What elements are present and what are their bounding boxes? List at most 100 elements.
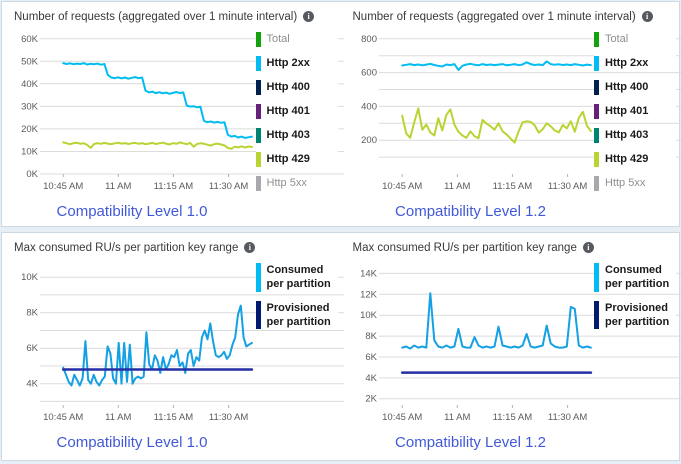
svg-text:20K: 20K	[21, 124, 39, 135]
chart-title-row: Max consumed RU/s per partition key rang…	[8, 238, 341, 257]
svg-text:50K: 50K	[21, 56, 39, 67]
legend-swatch	[256, 80, 261, 95]
legend-swatch	[256, 104, 261, 119]
legend-label: Consumed per partition	[605, 263, 676, 292]
legend-swatch	[594, 128, 599, 143]
svg-text:11:15 AM: 11:15 AM	[492, 181, 532, 192]
svg-text:400: 400	[361, 101, 377, 112]
svg-text:4K: 4K	[26, 379, 38, 390]
svg-text:10:45 AM: 10:45 AM	[382, 181, 422, 192]
svg-text:10K: 10K	[21, 272, 39, 283]
legend-swatch	[256, 301, 261, 330]
svg-text:11 AM: 11 AM	[444, 412, 470, 423]
legend-item-http-2xx[interactable]: Http 2xx	[256, 55, 338, 72]
svg-text:14K: 14K	[360, 268, 378, 279]
legend-item-http-429[interactable]: Http 429	[594, 151, 676, 168]
svg-text:4K: 4K	[365, 373, 377, 384]
legend-swatch	[594, 56, 599, 71]
info-icon[interactable]: i	[244, 242, 255, 253]
svg-text:600: 600	[361, 68, 377, 79]
legend-label: Http 400	[605, 80, 648, 95]
legend-item-provisioned-per-partition[interactable]: Provisioned per partition	[594, 300, 676, 331]
legend-label: Http 400	[267, 80, 310, 95]
svg-text:8K: 8K	[365, 331, 377, 342]
info-icon[interactable]: i	[583, 242, 594, 253]
legend-item-http-5xx[interactable]: Http 5xx	[594, 175, 676, 192]
legend-item-http-401[interactable]: Http 401	[256, 103, 338, 120]
legend-swatch	[594, 152, 599, 167]
legend-label: Http 429	[267, 152, 310, 167]
info-icon[interactable]: i	[303, 11, 314, 22]
legend: Consumed per partition Provisioned per pa…	[594, 262, 676, 330]
legend-item-consumed-per-partition[interactable]: Consumed per partition	[256, 262, 338, 293]
legend-label: Total	[605, 32, 628, 47]
legend-label: Consumed per partition	[267, 263, 338, 292]
chart-ru-level-1-2: Max consumed RU/s per partition key rang…	[341, 233, 680, 460]
svg-text:6K: 6K	[365, 352, 377, 363]
legend-item-http-429[interactable]: Http 429	[256, 151, 338, 168]
legend-item-http-401[interactable]: Http 401	[594, 103, 676, 120]
svg-text:11 AM: 11 AM	[444, 181, 470, 192]
legend-item-http-400[interactable]: Http 400	[256, 79, 338, 96]
svg-text:10K: 10K	[21, 147, 39, 158]
legend-label: Http 2xx	[605, 56, 648, 71]
legend-item-total[interactable]: Total	[594, 31, 676, 48]
svg-text:10:45 AM: 10:45 AM	[43, 412, 83, 423]
legend-swatch	[594, 104, 599, 119]
legend-label: Http 5xx	[267, 176, 307, 191]
svg-text:11:30 AM: 11:30 AM	[547, 181, 587, 192]
legend-swatch	[256, 263, 261, 292]
legend-item-total[interactable]: Total	[256, 31, 338, 48]
legend-item-provisioned-per-partition[interactable]: Provisioned per partition	[256, 300, 338, 331]
legend-swatch	[256, 56, 261, 71]
chart-caption: Compatibility Level 1.0	[8, 434, 256, 451]
svg-text:60K: 60K	[21, 34, 39, 45]
svg-text:0K: 0K	[26, 169, 38, 180]
chart-caption: Compatibility Level 1.2	[347, 434, 595, 451]
svg-text:800: 800	[361, 34, 377, 45]
legend-label: Http 403	[605, 128, 648, 143]
legend-item-consumed-per-partition[interactable]: Consumed per partition	[594, 262, 676, 293]
legend: Total Http 2xx Http 400 Http 401 Http 403 Htt…	[594, 31, 676, 192]
svg-text:11:30 AM: 11:30 AM	[209, 412, 249, 423]
legend-item-http-400[interactable]: Http 400	[594, 79, 676, 96]
legend-swatch	[594, 263, 599, 292]
requests-row-card: Number of requests (aggregated over 1 mi…	[1, 1, 680, 227]
svg-text:8K: 8K	[26, 308, 38, 319]
legend: Consumed per partition Provisioned per pa…	[256, 262, 338, 330]
chart-requests-level-1-0: Number of requests (aggregated over 1 mi…	[2, 2, 341, 226]
legend-swatch	[256, 176, 261, 191]
svg-text:10K: 10K	[360, 310, 378, 321]
svg-text:10:45 AM: 10:45 AM	[382, 412, 422, 423]
chart-title: Number of requests (aggregated over 1 mi…	[14, 11, 297, 23]
svg-text:12K: 12K	[360, 289, 378, 300]
legend-item-http-2xx[interactable]: Http 2xx	[594, 55, 676, 72]
legend-swatch	[594, 32, 599, 47]
svg-text:30K: 30K	[21, 101, 39, 112]
legend-label: Provisioned per partition	[267, 301, 338, 330]
legend-label: Http 401	[605, 104, 648, 119]
legend-item-http-5xx[interactable]: Http 5xx	[256, 175, 338, 192]
legend-label: Http 401	[267, 104, 310, 119]
chart-title-row: Max consumed RU/s per partition key rang…	[347, 238, 680, 257]
legend-swatch	[594, 80, 599, 95]
chart-caption: Compatibility Level 1.2	[347, 203, 595, 220]
info-icon[interactable]: i	[642, 11, 653, 22]
legend-label: Total	[267, 32, 290, 47]
chart-requests-level-1-2: Number of requests (aggregated over 1 mi…	[341, 2, 680, 226]
legend-label: Http 403	[267, 128, 310, 143]
chart-caption: Compatibility Level 1.0	[8, 203, 256, 220]
svg-text:11 AM: 11 AM	[105, 181, 131, 192]
legend-item-http-403[interactable]: Http 403	[256, 127, 338, 144]
legend-label: Provisioned per partition	[605, 301, 676, 330]
legend-swatch	[594, 176, 599, 191]
svg-text:11:15 AM: 11:15 AM	[492, 412, 532, 423]
svg-text:6K: 6K	[26, 343, 38, 354]
chart-title: Max consumed RU/s per partition key rang…	[14, 242, 238, 254]
svg-text:11:15 AM: 11:15 AM	[154, 412, 194, 423]
svg-text:40K: 40K	[21, 79, 39, 90]
legend-label: Http 2xx	[267, 56, 310, 71]
chart-title: Max consumed RU/s per partition key rang…	[353, 242, 577, 254]
legend-item-http-403[interactable]: Http 403	[594, 127, 676, 144]
chart-ru-level-1-0: Max consumed RU/s per partition key rang…	[2, 233, 341, 460]
